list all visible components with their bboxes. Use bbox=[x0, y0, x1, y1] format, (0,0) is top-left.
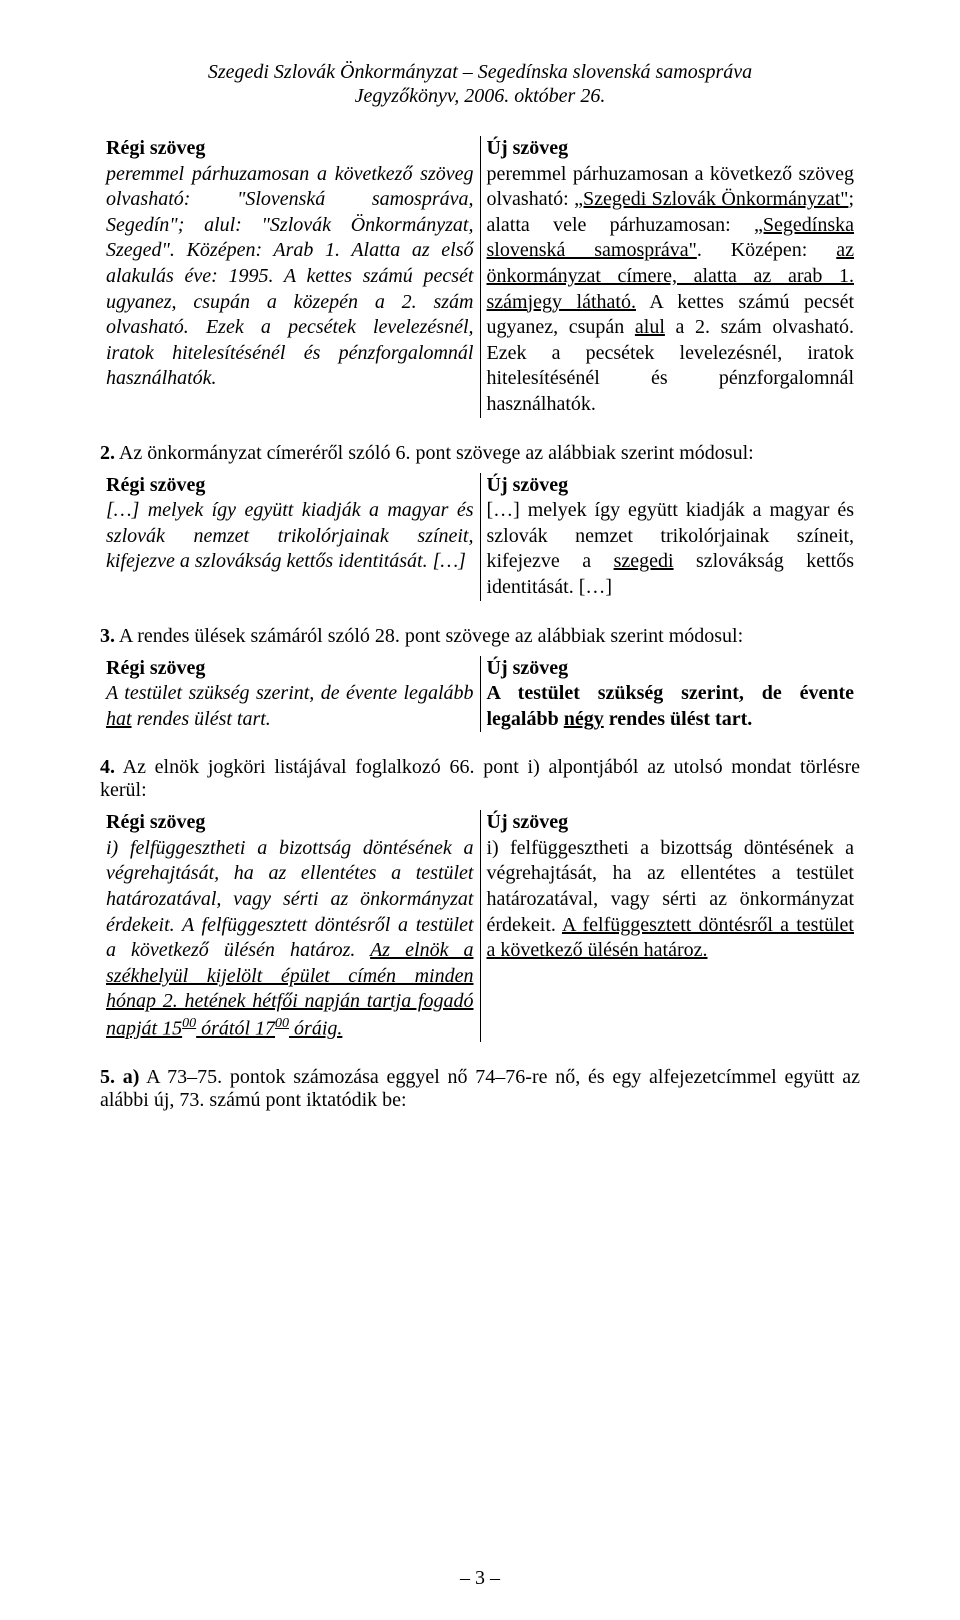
old-text-cell: A testület szükség szerint, de évente le… bbox=[100, 681, 480, 732]
new-col-header: Új szöveg bbox=[480, 473, 860, 499]
new-text-underline: szegedi bbox=[614, 550, 674, 572]
new-text-cell: A testület szükség szerint, de évente le… bbox=[480, 681, 860, 732]
comparison-table-2: Régi szöveg Új szöveg […] melyek így egy… bbox=[100, 473, 860, 601]
new-col-header: Új szöveg bbox=[480, 810, 860, 836]
comparison-table-4: Régi szöveg Új szöveg i) felfüggesztheti… bbox=[100, 810, 860, 1042]
page-number: – 3 – bbox=[0, 1567, 960, 1590]
old-text-sup: 00 bbox=[182, 1016, 196, 1031]
new-text-cell: i) felfüggesztheti a bizottság döntéséne… bbox=[480, 836, 860, 1042]
section-number: 3. bbox=[100, 625, 115, 647]
section-intro-text: A 73–75. pontok számozása eggyel nő 74–7… bbox=[100, 1066, 860, 1111]
section-2-intro: 2. Az önkormányzat címeréről szóló 6. po… bbox=[100, 442, 860, 465]
section-intro-text: Az elnök jogköri listájával foglalkozó 6… bbox=[100, 756, 860, 801]
old-text-part: A testület szükség szerint, de évente le… bbox=[106, 682, 474, 704]
section-intro-text: Az önkormányzat címeréről szóló 6. pont … bbox=[115, 442, 754, 464]
new-text-part: . Középen: bbox=[697, 239, 836, 261]
old-text-underline: óráig. bbox=[289, 1018, 342, 1040]
new-text-cell: peremmel párhuzamosan a következő szöveg… bbox=[480, 162, 860, 418]
new-col-header: Új szöveg bbox=[480, 136, 860, 162]
section-intro-text: A rendes ülések számáról szóló 28. pont … bbox=[115, 625, 743, 647]
new-col-header: Új szöveg bbox=[480, 656, 860, 682]
comparison-table-3: Régi szöveg Új szöveg A testület szükség… bbox=[100, 656, 860, 733]
old-text-cell: peremmel párhuzamosan a következő szöveg… bbox=[100, 162, 480, 418]
old-col-header: Régi szöveg bbox=[100, 473, 480, 499]
old-text: […] melyek így együtt kiadják a magyar é… bbox=[106, 499, 474, 572]
old-text-underline: hat bbox=[106, 708, 132, 730]
old-text-underline: órától 17 bbox=[196, 1018, 275, 1040]
section-number: 5. a) bbox=[100, 1066, 139, 1088]
document-page: Szegedi Szlovák Önkormányzat – Segedínsk… bbox=[0, 0, 960, 1620]
old-text: peremmel párhuzamosan a következő szöveg… bbox=[106, 163, 474, 390]
running-header-line2: Jegyzőkönyv, 2006. október 26. bbox=[100, 84, 860, 108]
section-3-intro: 3. A rendes ülések számáról szóló 28. po… bbox=[100, 625, 860, 648]
section-4-intro: 4. Az elnök jogköri listájával foglalkoz… bbox=[100, 756, 860, 802]
new-text-underline: négy bbox=[564, 708, 604, 730]
comparison-table-1: Régi szöveg Új szöveg peremmel párhuzamo… bbox=[100, 136, 860, 418]
old-col-header: Régi szöveg bbox=[100, 810, 480, 836]
section-number: 2. bbox=[100, 442, 115, 464]
old-col-header: Régi szöveg bbox=[100, 656, 480, 682]
old-col-header: Régi szöveg bbox=[100, 136, 480, 162]
new-text-cell: […] melyek így együtt kiadják a magyar é… bbox=[480, 498, 860, 600]
new-text-underline: „Szegedi Szlovák Önkormányzat" bbox=[574, 188, 848, 210]
old-text-cell: i) felfüggesztheti a bizottság döntéséne… bbox=[100, 836, 480, 1042]
running-header-line1: Szegedi Szlovák Önkormányzat – Segedínsk… bbox=[100, 60, 860, 84]
old-text-cell: […] melyek így együtt kiadják a magyar é… bbox=[100, 498, 480, 600]
section-5-intro: 5. a) A 73–75. pontok számozása eggyel n… bbox=[100, 1066, 860, 1112]
section-number: 4. bbox=[100, 756, 115, 778]
new-text-part: rendes ülést tart. bbox=[604, 708, 753, 730]
old-text-part: rendes ülést tart. bbox=[132, 708, 271, 730]
old-text-sup: 00 bbox=[275, 1016, 289, 1031]
new-text-underline: alul bbox=[635, 316, 665, 338]
